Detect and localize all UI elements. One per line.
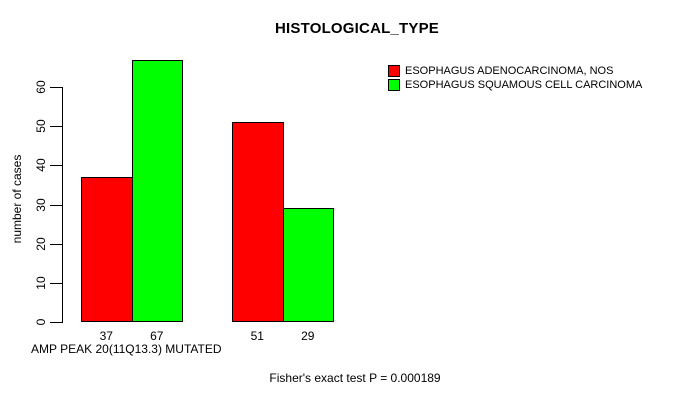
- bar: [131, 60, 183, 322]
- y-axis-line: [62, 87, 63, 323]
- chart-title: HISTOLOGICAL_TYPE: [275, 20, 439, 37]
- y-tick-mark: [50, 205, 62, 206]
- y-tick-label: 20: [34, 237, 48, 251]
- y-tick-label: 50: [34, 119, 48, 133]
- y-tick-mark: [50, 165, 62, 166]
- legend-swatch-icon: [388, 79, 400, 91]
- legend-swatch-icon: [388, 65, 400, 77]
- legend-item-label: ESOPHAGUS SQUAMOUS CELL CARCINOMA: [405, 79, 643, 91]
- bar: [232, 122, 284, 322]
- bar-value-label: 51: [250, 329, 264, 343]
- y-tick-label: 0: [34, 318, 48, 326]
- bar: [282, 208, 334, 322]
- y-tick-mark: [50, 87, 62, 88]
- legend-item: ESOPHAGUS SQUAMOUS CELL CARCINOMA: [388, 78, 642, 92]
- y-tick-mark: [50, 283, 62, 284]
- y-tick-label: 40: [34, 158, 48, 172]
- bar-value-label: 67: [150, 329, 164, 343]
- y-tick-mark: [50, 322, 62, 323]
- y-tick-label: 60: [34, 80, 48, 94]
- bar-value-label: 29: [301, 329, 315, 343]
- bar-value-label: 37: [99, 329, 113, 343]
- y-tick-label: 10: [34, 276, 48, 290]
- y-tick-mark: [50, 244, 62, 245]
- x-axis-label: AMP PEAK 20(11Q13.3) MUTATED: [31, 342, 222, 356]
- legend: ESOPHAGUS ADENOCARCINOMA, NOS ESOPHAGUS S…: [388, 64, 642, 92]
- legend-item: ESOPHAGUS ADENOCARCINOMA, NOS: [388, 64, 642, 78]
- y-tick-mark: [50, 126, 62, 127]
- y-tick-label: 30: [34, 198, 48, 212]
- bar: [81, 177, 133, 322]
- legend-item-label: ESOPHAGUS ADENOCARCINOMA, NOS: [405, 65, 614, 77]
- annotation-text: Fisher's exact test P = 0.000189: [269, 371, 441, 385]
